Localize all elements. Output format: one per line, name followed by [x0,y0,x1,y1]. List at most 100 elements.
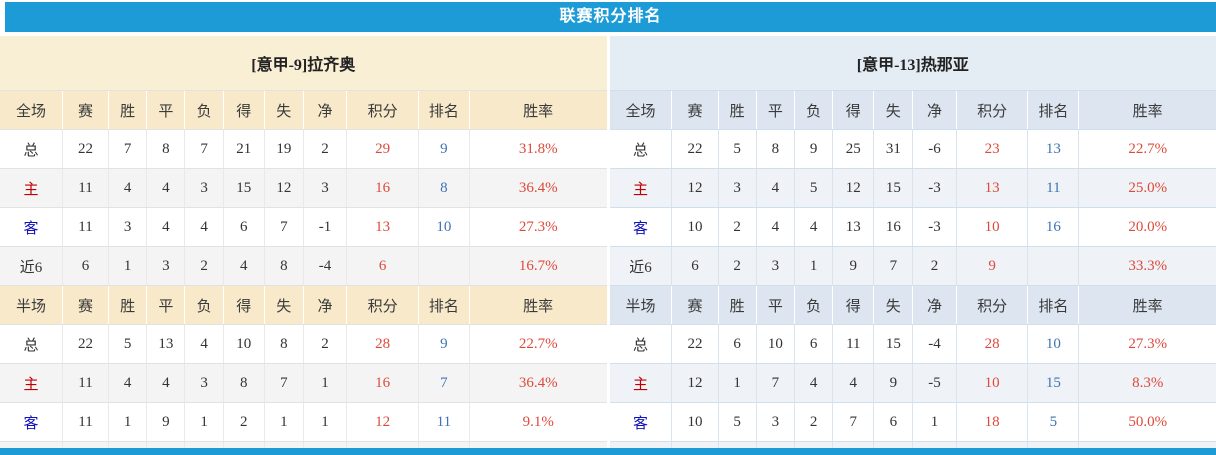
cell-stat: 4 [756,207,795,247]
col-header: 负 [184,90,224,130]
cell-stat: -1 [303,207,348,247]
col-header: 赛 [671,90,719,130]
cell-stat: 21 [223,129,265,169]
column-header-row: 半场赛胜平负得失净积分 排名 胜率 [0,285,607,325]
cell-rate: 25.0% [1078,168,1216,208]
cell-stat: 25 [832,129,875,169]
col-header-points: 积分 [956,285,1029,325]
cell-rank: 10 [1027,324,1080,364]
table-row: 主 12 1 7 4 4 9 -5 10 15 8.3% [609,363,1216,403]
cell-stat: 11 [832,324,875,364]
team-header-row: [意甲-13]热那亚 [609,36,1216,91]
cell-points: 23 [956,129,1029,169]
cell-rate: 50.0% [1078,402,1216,442]
col-header: 失 [264,285,304,325]
cell-rank: 11 [418,402,470,442]
cell-stat: 10 [671,402,719,442]
cell-stat: 9 [794,129,834,169]
col-header: 胜 [718,285,757,325]
cell-stat: 11 [62,207,110,247]
cell-stat: 2 [718,246,757,286]
cell-stat: 4 [794,363,834,403]
cell-stat: 22 [62,324,110,364]
cell-stat: 1 [184,402,224,442]
row-label: 总 [609,324,673,364]
cell-stat: 4 [146,168,186,208]
cell-stat: 10 [223,324,265,364]
cell-stat: 6 [718,324,757,364]
cell-stat: 7 [264,363,304,403]
cell-rank [1027,246,1080,286]
bottom-accent-bar [0,448,1216,455]
table-row: 客 11 1 9 1 2 1 1 12 11 9.1% [0,402,607,442]
col-header: 赛 [62,285,110,325]
row-label: 近6 [0,246,63,286]
cell-stat: 4 [146,363,186,403]
cell-rate: 36.4% [469,168,607,208]
cell-stat: 12 [671,363,719,403]
team-name: [意甲-9]拉齐奥 [0,36,607,91]
table-row: 客 11 3 4 4 6 7 -1 13 10 27.3% [0,207,607,247]
cell-points: 6 [346,246,419,286]
team-table-home: [意甲-9]拉齐奥 全场赛胜平负得失净积分 排名 胜率总 22 7 8 7 21 19 2 29 9 31… [0,36,607,455]
cell-rate: 16.7% [469,246,607,286]
cell-stat: 12 [671,168,719,208]
cell-rank: 7 [418,363,470,403]
col-header: 得 [223,285,265,325]
cell-stat: 3 [146,246,186,286]
cell-stat: 31 [873,129,914,169]
cell-stat: 1 [794,246,834,286]
column-header-row: 全场赛胜平负得失净积分 排名 胜率 [0,90,607,130]
col-header-rank: 排名 [1027,90,1080,130]
cell-rate: 22.7% [469,324,607,364]
cell-stat: 12 [832,168,875,208]
cell-stat: 5 [718,402,757,442]
team-header-row: [意甲-9]拉齐奥 [0,36,607,91]
cell-rank: 13 [1027,129,1080,169]
row-label: 主 [609,168,673,208]
cell-rank: 8 [418,168,470,208]
cell-stat: 4 [223,246,265,286]
cell-stat: 1 [108,246,148,286]
cell-stat: 2 [912,246,957,286]
cell-stat: 5 [718,129,757,169]
cell-stat: 1 [108,402,148,442]
cell-stat: -3 [912,207,957,247]
cell-stat: 7 [264,207,304,247]
cell-stat: 22 [671,129,719,169]
table-row: 主 12 3 4 5 12 15 -3 13 11 25.0% [609,168,1216,208]
cell-points: 13 [346,207,419,247]
cell-rate: 27.3% [1078,324,1216,364]
col-header-points: 积分 [956,90,1029,130]
section-label: 全场 [609,90,673,130]
cell-stat: 9 [832,246,875,286]
cell-stat: -6 [912,129,957,169]
cell-stat: 19 [264,129,304,169]
cell-stat: 4 [146,207,186,247]
cell-stat: 1 [912,402,957,442]
cell-points: 28 [956,324,1029,364]
cell-stat: 6 [873,402,914,442]
cell-stat: 1 [718,363,757,403]
cell-stat: 7 [756,363,795,403]
col-header: 平 [756,285,795,325]
cell-stat: 3 [303,168,348,208]
cell-stat: 8 [264,246,304,286]
row-label: 客 [609,402,673,442]
col-header-rank: 排名 [418,90,470,130]
col-header: 净 [912,285,957,325]
col-header-rate: 胜率 [469,90,607,130]
cell-points: 12 [346,402,419,442]
cell-stat: 6 [671,246,719,286]
cell-rate: 8.3% [1078,363,1216,403]
cell-rank: 11 [1027,168,1080,208]
cell-rank: 9 [418,129,470,169]
cell-stat: 2 [718,207,757,247]
table-row: 总 22 5 8 9 25 31 -6 23 13 22.7% [609,129,1216,169]
cell-stat: 13 [146,324,186,364]
cell-points: 10 [956,363,1029,403]
cell-stat: 4 [108,168,148,208]
row-label: 总 [0,129,63,169]
table-row: 主 11 4 4 3 15 12 3 16 8 36.4% [0,168,607,208]
cell-stat: 10 [756,324,795,364]
